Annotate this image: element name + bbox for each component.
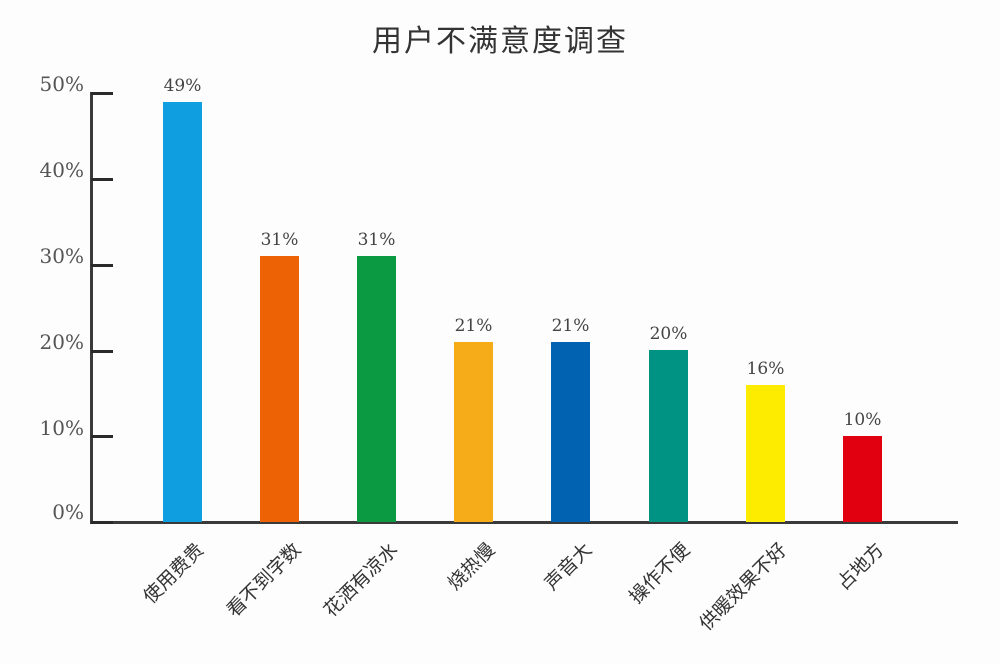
bar-value-label: 49% xyxy=(163,76,202,96)
bar-value-label: 16% xyxy=(746,359,785,379)
category-label: 花洒有凉水 xyxy=(320,538,403,622)
bar xyxy=(357,256,396,522)
category-label: 看不到字数 xyxy=(223,538,306,622)
bar xyxy=(454,342,493,522)
bar xyxy=(843,436,882,522)
y-tick xyxy=(91,435,113,438)
bar xyxy=(649,350,688,522)
category-label: 操作不便 xyxy=(625,538,695,609)
bar xyxy=(551,342,590,522)
y-tick-label: 10% xyxy=(39,416,84,440)
bar-value-label: 10% xyxy=(843,410,882,430)
y-tick xyxy=(91,264,113,267)
y-tick xyxy=(91,92,113,95)
y-axis xyxy=(90,92,93,524)
y-tick xyxy=(91,521,113,524)
category-label: 烧热慢 xyxy=(444,538,500,595)
y-tick-label: 0% xyxy=(52,500,84,524)
category-label: 使用费贵 xyxy=(139,538,209,609)
bar-value-label: 21% xyxy=(454,316,493,336)
x-axis xyxy=(90,521,958,524)
bar xyxy=(260,256,299,522)
bar xyxy=(746,385,785,522)
y-tick xyxy=(91,350,113,353)
y-tick-label: 30% xyxy=(39,244,84,268)
category-label: 声音大 xyxy=(541,538,597,595)
y-tick xyxy=(91,178,113,181)
bar-value-label: 31% xyxy=(357,230,396,250)
category-label: 供暖效果不好 xyxy=(695,538,792,636)
bar-value-label: 31% xyxy=(260,230,299,250)
y-tick-label: 40% xyxy=(39,158,84,182)
bar xyxy=(163,102,202,522)
bar-value-label: 21% xyxy=(551,316,590,336)
y-tick-label: 50% xyxy=(39,72,84,96)
bar-value-label: 20% xyxy=(649,324,688,344)
y-tick-label: 20% xyxy=(39,330,84,354)
category-label: 占地方 xyxy=(833,538,889,595)
chart-title: 用户不满意度调查 xyxy=(372,24,628,59)
